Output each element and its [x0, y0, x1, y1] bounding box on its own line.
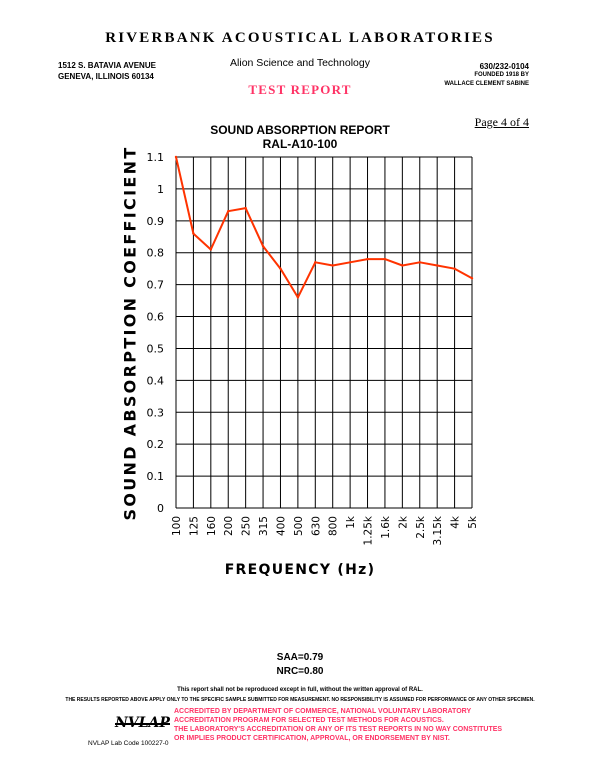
nvlap-lab-code: NVLAP Lab Code 100227-0	[88, 740, 169, 747]
x-tick-label: 800	[328, 516, 340, 536]
chart-grid	[175, 156, 473, 509]
x-tick-label: 200	[223, 516, 235, 536]
organization: Alion Science and Technology	[230, 57, 370, 69]
summary-block: SAA=0.79 NRC=0.80	[0, 651, 600, 679]
x-tick-label: 400	[275, 516, 287, 536]
y-tick-label: 0	[157, 502, 164, 515]
x-tick-label: 4k	[450, 515, 462, 529]
y-tick-label: 0.4	[147, 374, 165, 387]
x-tick-label: 100	[171, 516, 183, 536]
x-tick-label: 1.25k	[363, 515, 375, 545]
test-report-heading: TEST REPORT	[248, 82, 352, 97]
lab-contact: 630/232-0104 FOUNDED 1918 BY WALLACE CLE…	[444, 62, 529, 89]
y-tick-label: 0.3	[147, 406, 165, 419]
x-tick-label: 160	[206, 516, 218, 536]
accreditation-line-1: ACCREDITED BY DEPARTMENT OF COMMERCE, NA…	[174, 708, 472, 715]
y-tick-label: 1.1	[147, 151, 165, 164]
lab-name: RIVERBANK ACOUSTICAL LABORATORIES	[105, 30, 495, 46]
data-point	[244, 206, 247, 210]
accreditation-line-2: ACCREDITATION PROGRAM FOR SELECTED TEST …	[174, 717, 444, 724]
address-line-2: GENEVA, ILLINOIS 60134	[58, 72, 154, 81]
data-point	[331, 264, 334, 267]
chart-subtitle: RAL-A10-100	[262, 137, 338, 151]
x-tick-label: 500	[293, 516, 305, 536]
data-point	[418, 261, 421, 264]
phone-number: 630/232-0104	[479, 62, 529, 71]
x-tick-label: 125	[188, 516, 200, 536]
chart-title: SOUND ABSORPTION REPORT	[210, 123, 390, 137]
address-line-1: 1512 S. BATAVIA AVENUE	[58, 61, 156, 70]
x-tick-labels: 100 125 160 200 250 315 400 500 630 800 1k 1.25k 1.6…	[171, 515, 479, 545]
y-tick-label: 0.8	[147, 247, 165, 260]
nrc-value: NRC=0.80	[276, 666, 324, 677]
data-point	[261, 245, 265, 248]
report-title-block: SOUND ABSORPTION REPORT RAL-A10-100	[0, 123, 600, 151]
chart-series	[174, 155, 474, 299]
x-tick-label: 315	[258, 516, 270, 536]
y-tick-labels: 0 0.1 0.2 0.3 0.4 0.5 0.6 0.7 0.8 0.9 1 1.1	[147, 151, 165, 515]
y-tick-label: 0.2	[147, 438, 165, 451]
x-tick-label: 1.6k	[380, 515, 392, 539]
results-notice: THE RESULTS REPORTED ABOVE APPLY ONLY TO…	[65, 697, 535, 703]
x-tick-label: 630	[310, 516, 322, 536]
saa-value: SAA=0.79	[276, 652, 324, 663]
x-tick-label: 2k	[397, 515, 409, 529]
data-point	[209, 248, 213, 251]
x-tick-label: 3.15k	[432, 515, 444, 545]
y-tick-label: 0.9	[147, 215, 165, 228]
data-point	[453, 267, 456, 270]
x-tick-label: 2.5k	[415, 515, 427, 539]
y-tick-label: 0.7	[147, 279, 165, 292]
data-point	[279, 267, 282, 270]
x-tick-label: 1k	[345, 515, 357, 529]
reproduction-notice: This report shall not be reproduced exce…	[177, 687, 423, 693]
x-tick-label: 250	[241, 516, 253, 536]
series-line	[175, 156, 473, 299]
y-tick-label: 1	[157, 183, 164, 196]
data-point	[470, 277, 474, 280]
lab-address: 1512 S. BATAVIA AVENUE GENEVA, ILLINOIS …	[58, 60, 156, 82]
y-tick-label: 0.1	[147, 470, 165, 483]
data-point	[383, 257, 387, 261]
data-point	[401, 264, 404, 267]
y-tick-label: 0.5	[147, 342, 165, 355]
accreditation-notice: ACCREDITED BY DEPARTMENT OF COMMERCE, NA…	[174, 707, 502, 743]
founded-line-1: FOUNDED 1918 BY	[474, 72, 529, 78]
data-point	[366, 257, 369, 261]
data-point	[348, 261, 352, 264]
data-point	[227, 210, 230, 213]
nvlap-logo: NVLAP	[115, 715, 170, 731]
y-tick-label: 0.6	[147, 311, 165, 324]
data-point	[192, 232, 195, 235]
x-tick-label: 5k	[467, 515, 479, 529]
accreditation-line-4: OR IMPLIES PRODUCT CERTIFICATION, APPROV…	[174, 735, 450, 742]
founded-line-2: WALLACE CLEMENT SABINE	[444, 81, 529, 87]
data-point	[435, 264, 439, 267]
page-number: Page 4 of 4	[474, 115, 529, 129]
x-axis-label: FREQUENCY (Hz)	[224, 562, 376, 578]
absorption-chart: 00.10.20.30.40.50.60.70.80.911.1 100 125 1…	[147, 151, 480, 545]
accreditation-line-3: THE LABORATORY'S ACCREDITATION OR ANY OF…	[174, 726, 503, 733]
data-point	[174, 155, 178, 159]
data-point	[296, 296, 300, 299]
data-point	[314, 261, 317, 264]
